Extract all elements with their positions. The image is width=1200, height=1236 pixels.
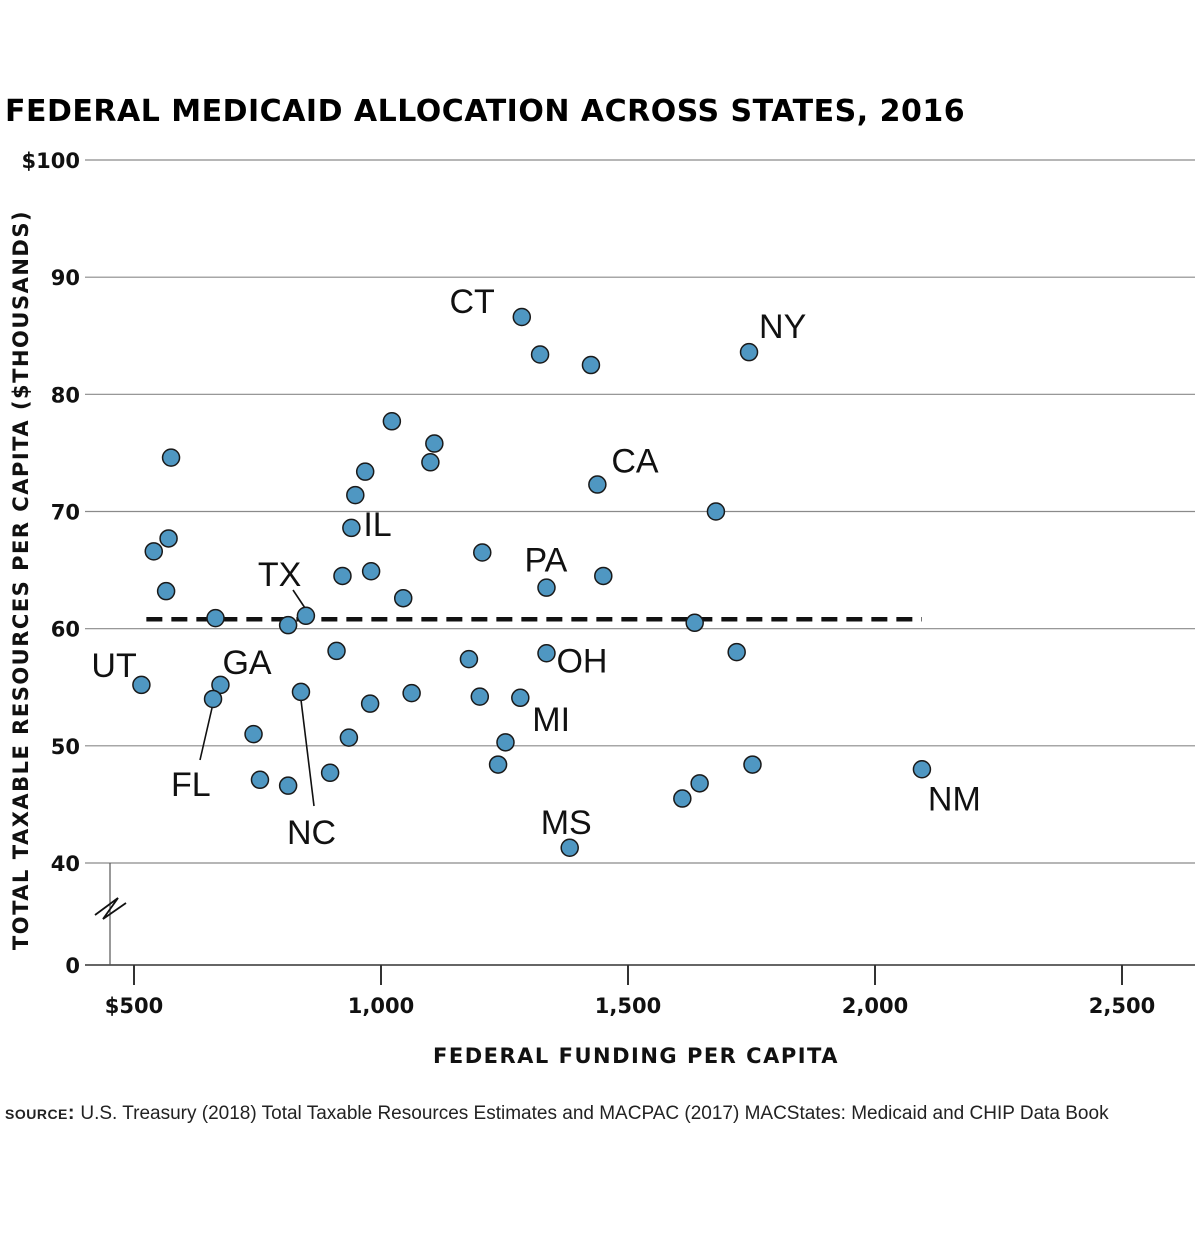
- x-tick-label: 1,500: [595, 994, 661, 1018]
- state-label-ct: CT: [449, 283, 494, 321]
- data-point-ms: [560, 838, 579, 858]
- data-point-nm: [912, 760, 932, 779]
- data-point-il: [342, 518, 361, 538]
- data-point-oh: [537, 644, 556, 663]
- data-point-nc: [291, 682, 311, 702]
- data-point: [244, 724, 263, 744]
- source-text: U.S. Treasury (2018) Total Taxable Resou…: [80, 1103, 1109, 1124]
- leader-line-nc: [300, 699, 315, 807]
- data-point: [690, 774, 709, 793]
- data-point: [473, 543, 492, 562]
- state-label-il: IL: [363, 506, 391, 544]
- data-point: [488, 755, 508, 774]
- data-point: [382, 412, 402, 431]
- data-point: [320, 763, 340, 783]
- data-point-ct: [512, 307, 532, 327]
- y-tick-label: 50: [51, 735, 80, 759]
- data-point: [459, 649, 479, 669]
- leader-line-fl: [199, 707, 213, 761]
- data-points: [132, 307, 932, 858]
- data-point: [361, 562, 381, 581]
- y-tick-label: 80: [51, 383, 80, 407]
- state-label-mi: MI: [532, 701, 570, 739]
- data-point: [346, 485, 365, 505]
- y-tick-label: 40: [51, 852, 80, 876]
- data-point-ny: [739, 342, 759, 362]
- data-point: [159, 529, 178, 548]
- data-point: [333, 566, 352, 586]
- y-tick-label: 60: [51, 618, 80, 642]
- data-point: [144, 542, 164, 561]
- gridlines: [85, 159, 1195, 864]
- state-labels: CT NY CA IL PA TX OH UT GA NC MI FL NM MS: [91, 283, 980, 852]
- data-point: [673, 789, 692, 808]
- data-point: [425, 434, 444, 453]
- data-point: [743, 755, 762, 774]
- data-point: [250, 770, 270, 790]
- data-point: [594, 566, 613, 586]
- data-point-mi: [511, 688, 530, 708]
- x-tick-label: 2,000: [842, 994, 908, 1018]
- y-tick-label: $100: [22, 149, 80, 173]
- axis-break-icon: [94, 897, 127, 920]
- data-point-ga: [211, 675, 230, 695]
- data-point-fl: [203, 689, 223, 709]
- data-point: [161, 448, 181, 467]
- data-point: [360, 694, 380, 713]
- label-leader-lines: [199, 589, 315, 807]
- y-tick-label: 70: [51, 501, 80, 525]
- x-tick-labels: $500 1,000 1,500 2,000 2,500: [105, 965, 1155, 1018]
- state-label-ga: GA: [222, 644, 271, 682]
- axes: [85, 863, 1195, 966]
- x-tick-label: $500: [105, 994, 163, 1018]
- state-label-oh: OH: [556, 642, 607, 680]
- data-point-ut: [132, 675, 151, 695]
- data-point: [530, 345, 550, 364]
- data-point: [278, 776, 298, 795]
- source-note: SOURCE: U.S. Treasury (2018) Total Taxab…: [5, 1098, 1185, 1129]
- source-label: SOURCE:: [5, 1102, 76, 1124]
- chart-title: FEDERAL MEDICAID ALLOCATION ACROSS STATE…: [5, 94, 965, 129]
- state-label-nm: NM: [928, 780, 981, 818]
- data-point-pa: [537, 578, 556, 597]
- data-point: [327, 641, 346, 661]
- x-tick-label: 2,500: [1089, 994, 1155, 1018]
- data-point: [496, 733, 515, 752]
- y-tick-labels: 0 40 50 60 70 80 90 $100: [22, 149, 80, 978]
- data-point: [156, 581, 176, 601]
- data-point: [402, 683, 421, 703]
- state-label-ms: MS: [541, 804, 592, 842]
- y-tick-label: 90: [51, 266, 80, 290]
- data-point: [355, 462, 375, 481]
- y-tick-label: 0: [65, 954, 80, 978]
- y-axis-label: TOTAL TAXABLE RESOURCES PER CAPITA ($THO…: [9, 210, 33, 950]
- state-label-nc: NC: [287, 814, 336, 852]
- data-point-ca: [588, 475, 607, 494]
- data-point: [421, 453, 440, 472]
- state-label-tx: TX: [258, 556, 301, 594]
- data-point: [339, 728, 359, 747]
- data-point: [727, 642, 746, 662]
- data-point: [393, 588, 413, 608]
- data-point: [685, 613, 704, 633]
- data-point: [278, 615, 298, 635]
- state-label-ut: UT: [91, 647, 136, 685]
- state-label-ny: NY: [759, 308, 806, 346]
- leader-line-tx: [292, 589, 306, 609]
- data-point: [470, 687, 490, 706]
- data-point: [206, 608, 225, 628]
- scatter-chart: FEDERAL MEDICAID ALLOCATION ACROSS STATE…: [5, 94, 1195, 1068]
- data-point: [581, 355, 601, 375]
- state-label-fl: FL: [171, 766, 211, 804]
- data-point-tx: [296, 606, 316, 626]
- data-point: [706, 502, 726, 521]
- x-axis-label: FEDERAL FUNDING PER CAPITA: [433, 1044, 839, 1068]
- state-label-ca: CA: [611, 443, 659, 481]
- x-tick-label: 1,000: [348, 994, 414, 1018]
- state-label-pa: PA: [524, 542, 567, 580]
